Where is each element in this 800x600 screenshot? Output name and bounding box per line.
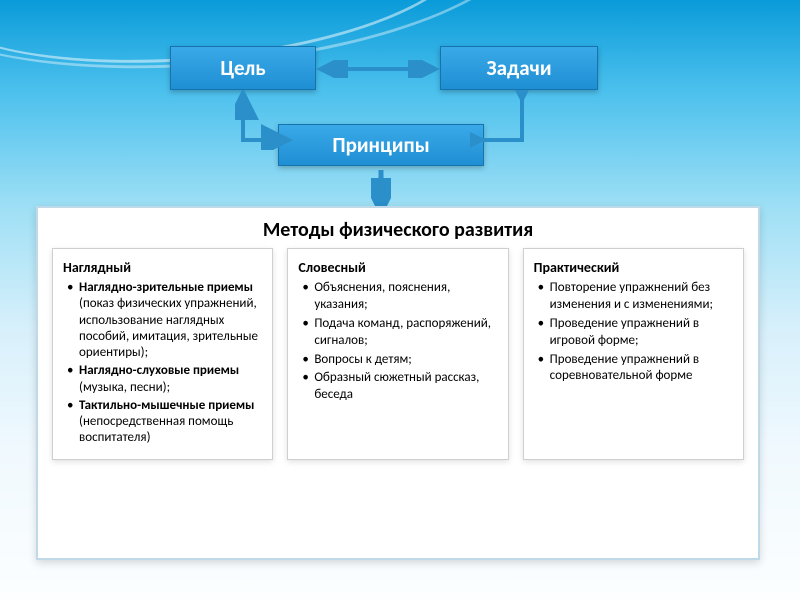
column-visual-title: Наглядный bbox=[63, 259, 262, 276]
edge-tasks-principles bbox=[470, 90, 530, 150]
column-practical-list: Повторение упражнений без изменения и с … bbox=[534, 280, 733, 385]
methods-panel-title: Методы физического развития bbox=[38, 208, 758, 248]
column-practical: Практический Повторение упражнений без и… bbox=[523, 248, 744, 460]
column-practical-title: Практический bbox=[534, 259, 733, 276]
methods-panel: Методы физического развития Наглядный На… bbox=[36, 206, 760, 560]
edge-principles-methods bbox=[371, 166, 391, 208]
column-verbal-list: Объяснения, пояснения, указания; Подача … bbox=[298, 280, 497, 404]
list-item: Проведение упражнений в игровой форме; bbox=[534, 316, 733, 350]
column-verbal: Словесный Объяснения, пояснения, указани… bbox=[287, 248, 508, 460]
node-principles-label: Принципы bbox=[332, 132, 429, 158]
column-verbal-title: Словесный bbox=[298, 259, 497, 276]
node-tasks: Задачи bbox=[440, 46, 598, 90]
edge-goal-tasks bbox=[316, 60, 440, 78]
list-item: Наглядно-слуховые приемы (музыка, песни)… bbox=[63, 363, 262, 396]
edge-goal-principles bbox=[235, 90, 295, 150]
column-visual-list: Наглядно-зрительные приемы (показ физиче… bbox=[63, 280, 262, 447]
column-visual: Наглядный Наглядно-зрительные приемы (по… bbox=[52, 248, 273, 460]
list-item: Тактильно-мышечные приемы (непосредствен… bbox=[63, 398, 262, 447]
node-goal: Цель bbox=[170, 46, 316, 90]
list-item: Наглядно-зрительные приемы (показ физиче… bbox=[63, 280, 262, 361]
node-tasks-label: Задачи bbox=[486, 55, 551, 81]
node-goal-label: Цель bbox=[220, 55, 265, 81]
node-principles: Принципы bbox=[278, 124, 484, 166]
list-item: Подача команд, распоряжений, сигналов; bbox=[298, 316, 497, 350]
list-item: Объяснения, пояснения, указания; bbox=[298, 280, 497, 314]
methods-columns: Наглядный Наглядно-зрительные приемы (по… bbox=[38, 248, 758, 472]
diagram-canvas: Цель Задачи Принципы bbox=[0, 0, 800, 600]
list-item: Вопросы к детям; bbox=[298, 352, 497, 369]
list-item: Образный сюжетный рассказ, беседа bbox=[298, 370, 497, 404]
list-item: Проведение упражнений в соревновательной… bbox=[534, 352, 733, 386]
list-item: Повторение упражнений без изменения и с … bbox=[534, 280, 733, 314]
